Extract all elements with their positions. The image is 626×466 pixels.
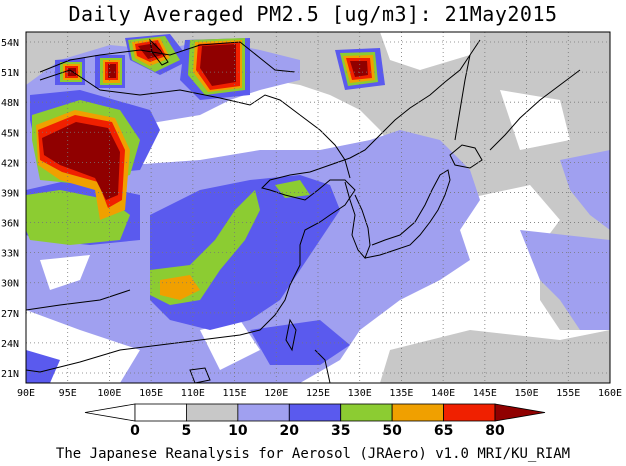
longitude-tick-label: 100E [97,388,121,399]
graticule [26,32,610,383]
plot-frame [25,31,611,384]
longitude-tick-label: 145E [473,388,497,399]
pm25-20-35-region [26,350,60,383]
latitude-tick-label: 45N [1,128,19,139]
legend-color-box [288,403,342,422]
china-korea-border [299,114,351,179]
latitude-tick-label: 27N [1,309,19,320]
latitude-tick-label: 36N [1,219,19,230]
latitude-tick-label: 21N [1,369,19,380]
latitude-tick-label: 39N [1,188,19,199]
india-china-border [26,289,131,311]
pm25-5-10-region [380,330,610,383]
longitude-tick-label: 160E [598,388,622,399]
legend-color-box [186,403,239,422]
pm25-35-50-region [150,190,260,305]
map-title: Daily Averaged PM2.5 [ug/m3]: 21May2015 [68,2,558,26]
latitude-tick-label: 48N [1,98,19,109]
mongolia-russia-border [39,41,296,73]
legend-labels: 0 5 10 20 35 50 65 80 [130,423,505,439]
pm25-35-50-region [275,180,310,198]
map-caption: The Japanese Reanalysis for Aerosol (JRA… [55,446,571,462]
longitude-tick-label: 140E [431,388,455,399]
longitude-labels: 90E 95E 100E 105E 110E 115E 120E 125E 130E 135E 14… [17,388,622,399]
pm25-0-5-region [150,135,200,155]
china-mongolia-border [39,69,301,116]
longitude-tick-label: 135E [389,388,413,399]
legend-color-box [237,403,290,422]
pm25-over-80-region [350,61,368,77]
lake-baikal [149,38,169,66]
pm25-50-65-region [160,275,200,300]
legend-level-label: 5 [182,423,192,439]
philippines-coast [314,349,331,383]
longitude-tick-label: 125E [306,388,330,399]
legend-level-label: 65 [434,423,453,439]
coastlines [26,38,581,383]
pm25-0-5-region [500,90,570,150]
longitude-tick-label: 130E [348,388,372,399]
legend-level-label: 20 [280,423,300,439]
latitude-tick-label: 24N [1,339,19,350]
legend-color-box [134,403,187,422]
japan-honshu-coast [364,169,451,259]
pm25-over-80-region [42,122,120,200]
latitude-tick-label: 33N [1,249,19,260]
pm25-0-5-region [200,320,260,370]
pm25-0-5-region [40,255,90,290]
legend-color-box [391,403,444,422]
japan-hokkaido-coast [449,144,483,169]
longitude-tick-label: 110E [181,388,205,399]
legend-level-label: 80 [485,423,505,439]
longitude-tick-label: 150E [515,388,539,399]
pm25-10-20-region [520,230,610,330]
mainland-coastline [26,39,481,373]
legend-color-box [340,403,393,422]
kuril-coast [489,69,581,151]
longitude-tick-label: 155E [556,388,580,399]
legend-level-label: 10 [228,423,248,439]
longitude-tick-label: 115E [223,388,247,399]
pm25-0-5-region [380,32,470,70]
longitude-tick-label: 95E [59,388,77,399]
pm25-20-35-region [250,320,350,365]
legend-high-triangle [494,403,546,422]
longitude-tick-label: 90E [17,388,35,399]
hainan-coast [189,367,211,383]
longitude-tick-label: 105E [139,388,163,399]
pm25-10-20-region [560,150,610,230]
longitude-tick-label: 120E [264,388,288,399]
korea-peninsula-coast [344,181,371,259]
latitude-tick-label: 30N [1,279,19,290]
latitude-tick-label: 51N [1,68,19,79]
latitude-tick-label: 42N [1,158,19,169]
pm25-field [26,32,610,383]
pm25-over-80-region [138,43,162,59]
legend-level-label: 35 [331,423,350,439]
legend-colorbar [84,403,546,422]
legend-low-triangle [84,403,136,422]
legend-level-label: 50 [382,423,402,439]
latitude-labels: 54N 51N 48N 45N 42N 39N 36N 33N 30N 27N 24N 21N [1,38,19,380]
legend-color-box [443,403,496,422]
sakhalin-coast [454,54,471,141]
pm25-over-80-region [200,44,236,86]
legend-level-label: 0 [130,423,140,439]
latitude-tick-label: 54N [1,38,19,49]
taiwan-coast [285,318,297,352]
pm25-over-80-region [108,64,116,78]
